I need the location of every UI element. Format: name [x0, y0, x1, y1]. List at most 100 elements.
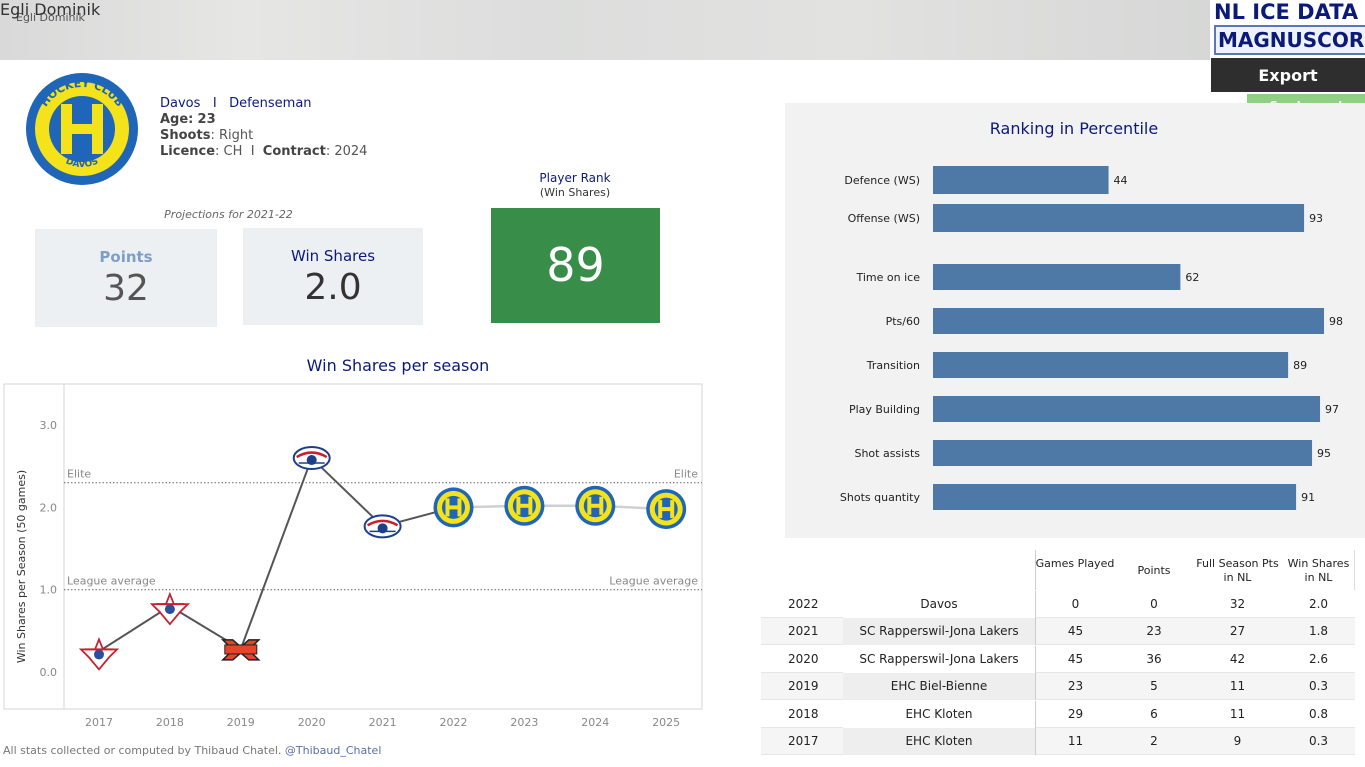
player-licence-contract: Licence: CH I Contract: 2024 [160, 144, 368, 159]
player-rank-subtitle: (Win Shares) [539, 186, 611, 199]
ws-x-tick-label: 2025 [652, 716, 680, 729]
ws-x-tick-label: 2022 [440, 716, 468, 729]
logo-line1: NL ICE DATA [1214, 0, 1359, 24]
club-logo-bottom-text: DAVOS [64, 156, 100, 170]
ws-x-tick-label: 2024 [581, 716, 609, 729]
table-cell: SC Rapperswil-Jona Lakers [843, 618, 1035, 646]
win-shares-kpi: Win Shares 2.0 [243, 228, 423, 325]
ws-chart-frame [3, 383, 703, 710]
table-row: 2019 EHC Biel-Bienne 23 5 11 0.3 [761, 673, 1355, 701]
separator: I [212, 96, 217, 111]
percentile-category-label: Time on ice [856, 271, 921, 284]
player-age: Age: 23 [160, 112, 216, 127]
ws-y-tick-label: 2.0 [40, 501, 58, 514]
table-cell: 1.8 [1308, 624, 1329, 639]
footer-text: All stats collected or computed by Thiba… [3, 744, 282, 757]
table-cell: 5 [1150, 679, 1158, 694]
percentile-value-label: 97 [1325, 403, 1339, 416]
table-cell: 23 [1035, 673, 1115, 701]
export-button[interactable]: Export [1211, 58, 1365, 92]
table-cell: 11 [1229, 706, 1246, 721]
percentile-bar [933, 396, 1321, 422]
table-column-header: Win Shares in NL [1287, 557, 1350, 584]
table-cell: 29 [1035, 700, 1115, 728]
ws-chart-title: Win Shares per season [306, 356, 490, 375]
table-cell: 23 [1146, 624, 1162, 639]
ws-reference-label-left: League average [67, 575, 156, 588]
ws-reference-label-right: Elite [674, 468, 698, 481]
ws-x-tick-label: 2018 [156, 716, 184, 729]
win-shares-kpi-label: Win Shares [290, 247, 376, 265]
ws-x-tick-label: 2017 [85, 716, 113, 729]
logo-line2: MAGNUSCORSI [1214, 25, 1365, 55]
points-kpi-label: Points [99, 248, 153, 266]
ws-y-tick-label: 0.0 [40, 666, 58, 679]
percentile-bar [933, 484, 1297, 510]
table-row: 2018 EHC Kloten 29 6 11 0.8 [761, 700, 1355, 728]
ws-x-tick-label: 2021 [369, 716, 397, 729]
scrj-lakers-logo [363, 514, 402, 539]
percentile-value-label: 91 [1301, 491, 1315, 504]
percentile-value-label: 62 [1185, 271, 1199, 284]
table-cell: SC Rapperswil-Jona Lakers [843, 645, 1035, 673]
svg-text:DAVOS: DAVOS [64, 156, 100, 170]
percentile-bar [933, 166, 1109, 194]
header-banner: Egli Dominik [0, 0, 1210, 60]
player-info: Davos I Defenseman Age: 23 Shoots: Right… [160, 96, 367, 160]
percentile-bar [933, 440, 1313, 466]
table-cell: EHC Kloten [843, 728, 1035, 755]
ws-series-segment [98, 605, 171, 653]
percentile-value-label: 44 [1114, 174, 1128, 187]
table-cell: 2020 [788, 651, 819, 666]
nl-ice-data-logo: NL ICE DATA MAGNUSCORSI [1212, 0, 1365, 58]
table-cell: 0 [1150, 597, 1158, 611]
table-cell: 27 [1229, 624, 1246, 639]
player-rank-title: Player Rank [539, 171, 611, 185]
table-cell: 2019 [788, 679, 819, 694]
footer: All stats collected or computed by Thiba… [3, 744, 381, 757]
header-small-title: Egli Dominik [16, 11, 85, 24]
table-cell: 2021 [788, 624, 819, 639]
table-row: 2017 EHC Kloten 11 2 9 0.3 [761, 728, 1355, 755]
table-cell: 2.6 [1308, 651, 1329, 666]
ws-series-segment [311, 457, 384, 528]
ws-y-tick-label: 1.0 [40, 584, 58, 597]
table-cell: EHC Kloten [843, 700, 1035, 728]
percentile-category-label: Defence (WS) [844, 174, 920, 187]
table-cell: 0 [1035, 591, 1115, 618]
table-cell: 2022 [788, 597, 819, 611]
ws-series-segment [239, 457, 313, 650]
table-cell: 0.8 [1308, 706, 1329, 721]
hc-davos-logo [575, 485, 616, 526]
table-cell: 2.0 [1308, 597, 1329, 611]
hc-davos-logo [504, 485, 545, 526]
points-kpi: Points 32 [35, 229, 217, 327]
percentile-chart-title: Ranking in Percentile [989, 119, 1159, 138]
ws-y-axis-label: Win Shares per Season (50 games) [15, 470, 28, 663]
table-cell: 45 [1035, 645, 1115, 673]
percentile-chart: Defence (WS) 44 Offense (WS) 93 Time on ice 6… [840, 166, 1343, 510]
table-cell: 11 [1035, 728, 1115, 755]
win-shares-kpi-value: 2.0 [304, 267, 362, 308]
table-cell: EHC Biel-Bienne [843, 673, 1035, 701]
table-cell: 2017 [788, 734, 819, 748]
table-cell: 32 [1229, 597, 1246, 611]
ehc-biel-logo [220, 639, 261, 661]
hc-davos-logo [646, 489, 687, 530]
table-cell: 2018 [788, 706, 819, 721]
footer-handle[interactable]: @Thibaud_Chatel [284, 744, 382, 757]
points-kpi-value: 32 [103, 268, 149, 309]
win-shares-chart: 0.0 1.0 2.0 3.0 Win Shares per Season (50 ga… [3, 383, 703, 729]
player-club: Davos [160, 96, 201, 111]
player-position: Defenseman [229, 96, 312, 111]
percentile-bar [933, 308, 1325, 334]
table-row: 2020 SC Rapperswil-Jona Lakers 45 36 42 2.6 [761, 645, 1355, 673]
percentile-value-label: 89 [1293, 359, 1307, 372]
table-cell: 0.3 [1308, 679, 1329, 694]
percentile-bar [933, 204, 1305, 232]
player-shoots: Shoots: Right [160, 128, 254, 143]
percentile-value-label: 98 [1329, 315, 1343, 328]
table-cell: 9 [1233, 734, 1242, 748]
page-title: Egli Dominik [0, 0, 101, 19]
percentile-category-label: Shots quantity [840, 491, 921, 504]
